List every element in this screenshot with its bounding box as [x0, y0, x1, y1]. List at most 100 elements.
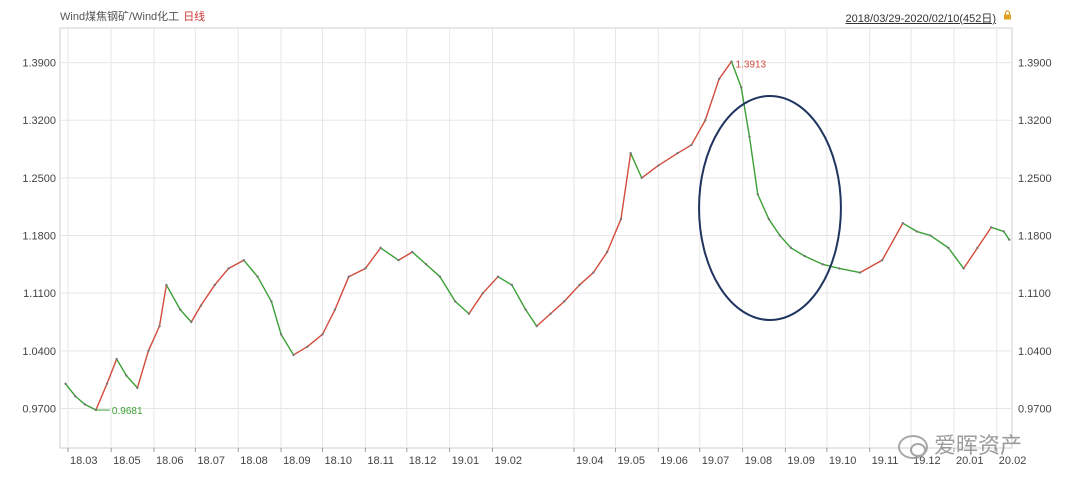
data-point: [748, 135, 751, 138]
watermark-text: 爱晖资产: [934, 433, 1023, 458]
y-tick-label-left: 1.0400: [22, 346, 56, 358]
series-segment: [74, 395, 86, 405]
data-point: [962, 267, 965, 270]
series-segment: [804, 255, 823, 265]
series-segment: [293, 346, 308, 356]
x-tick-label: 19.11: [872, 455, 899, 467]
series-segment: [158, 284, 168, 327]
series-segment: [95, 383, 108, 411]
series-segment: [740, 87, 751, 137]
y-tick-label-left: 0.9700: [22, 403, 56, 415]
watermark: 爱晖资产: [898, 428, 1022, 460]
data-point: [242, 259, 245, 262]
data-point: [838, 267, 841, 270]
series-segment: [579, 272, 594, 286]
series-segment: [306, 333, 323, 348]
data-point: [438, 275, 442, 278]
series-segment: [200, 284, 216, 306]
data-point: [704, 119, 707, 122]
x-tick-label: 18.03: [70, 455, 98, 467]
data-point: [929, 234, 932, 237]
series-segment: [550, 300, 565, 315]
series-segment: [364, 247, 382, 269]
series-segment: [963, 247, 979, 269]
data-point: [1002, 230, 1005, 233]
data-point: [947, 246, 950, 250]
data-point: [640, 176, 643, 180]
data-point: [364, 267, 367, 270]
x-tick-label: 19.10: [829, 455, 857, 467]
series-segment: [280, 333, 295, 356]
series-segment: [677, 144, 692, 154]
series-segment: [482, 276, 499, 294]
data-point: [158, 324, 161, 328]
y-tick-label-right: 1.1800: [1018, 231, 1052, 243]
data-point: [629, 151, 632, 155]
series-segment: [256, 276, 273, 302]
date-range-link[interactable]: 2018/03/29-2020/02/10(452日): [845, 13, 996, 25]
data-point: [83, 403, 87, 406]
series-segment: [704, 78, 720, 121]
data-point: [411, 250, 414, 254]
y-tick-label-right: 0.9700: [1018, 403, 1052, 415]
series-segment: [690, 119, 706, 146]
data-point: [190, 320, 193, 324]
data-point: [858, 271, 862, 274]
x-tick-label: 19.02: [494, 455, 522, 467]
data-point: [676, 151, 679, 155]
series-segment: [84, 403, 97, 411]
lock-icon[interactable]: [1003, 10, 1012, 20]
x-tick-label: 19.09: [787, 455, 815, 467]
series-segment: [881, 222, 904, 261]
series-segment: [270, 301, 282, 335]
series-segment: [214, 268, 230, 286]
data-point: [64, 382, 67, 385]
series-segment: [790, 247, 806, 257]
x-tick-label: 19.06: [660, 455, 688, 467]
data-point: [73, 394, 77, 398]
series-segment: [976, 226, 992, 249]
data-point: [105, 382, 109, 385]
data-point: [578, 283, 581, 287]
y-tick-label-right: 1.3200: [1018, 115, 1052, 127]
data-point: [789, 246, 793, 250]
x-tick-label: 18.07: [197, 455, 225, 467]
data-point: [619, 217, 623, 221]
data-point: [496, 275, 500, 278]
series-segment: [991, 226, 1004, 233]
series-segment: [228, 259, 245, 270]
data-point: [821, 263, 824, 266]
series-segment: [779, 235, 792, 249]
data-point: [605, 250, 609, 254]
plot-frame: [59, 27, 1013, 449]
series-segment: [730, 61, 742, 88]
series-segment: [334, 276, 350, 310]
x-tick-label: 19.08: [745, 455, 773, 467]
data-point: [549, 312, 552, 315]
series-segment: [380, 247, 399, 261]
series-segment: [606, 218, 622, 253]
series-segment: [657, 152, 679, 167]
data-point: [165, 283, 168, 287]
series-segment: [425, 263, 441, 278]
series-segment: [398, 251, 413, 261]
y-tick-label-left: 1.3200: [22, 115, 56, 127]
series-segment: [620, 153, 632, 220]
series-segment: [1003, 231, 1010, 241]
data-point: [717, 77, 721, 81]
y-tick-label-right: 1.1100: [1018, 288, 1051, 300]
y-tick-label-right: 1.2500: [1018, 173, 1052, 185]
series-segment: [179, 309, 192, 323]
series-segment: [630, 152, 643, 179]
x-tick-label: 18.05: [113, 455, 141, 467]
data-point: [976, 246, 979, 250]
series-segment: [468, 292, 484, 315]
data-point: [397, 259, 400, 262]
series-segment: [106, 358, 118, 385]
series-segment: [497, 276, 513, 286]
series-segment: [859, 259, 883, 274]
series-segment: [454, 300, 470, 315]
data-point: [227, 267, 230, 270]
y-tick-label-left: 1.3900: [22, 58, 56, 70]
